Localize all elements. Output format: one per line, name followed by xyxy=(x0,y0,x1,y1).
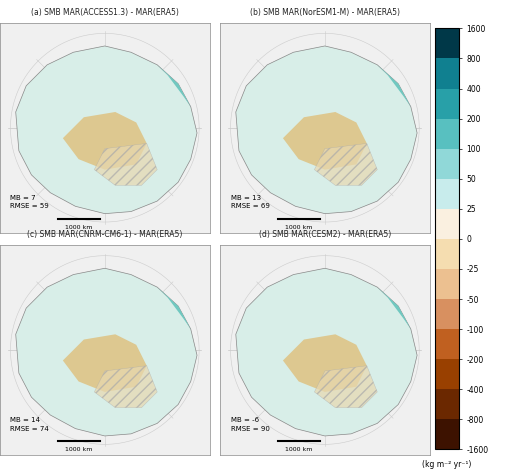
Polygon shape xyxy=(377,287,411,329)
Polygon shape xyxy=(157,65,191,107)
Polygon shape xyxy=(283,334,367,392)
Polygon shape xyxy=(377,65,411,107)
Text: MB = -6
RMSE = 90: MB = -6 RMSE = 90 xyxy=(231,417,269,432)
Text: MB = 7
RMSE = 59: MB = 7 RMSE = 59 xyxy=(10,195,49,210)
Text: 1000 km: 1000 km xyxy=(285,225,312,230)
Text: (a) SMB MAR(ACCESS1.3) - MAR(ERA5): (a) SMB MAR(ACCESS1.3) - MAR(ERA5) xyxy=(31,8,179,17)
Text: 1000 km: 1000 km xyxy=(65,225,92,230)
Polygon shape xyxy=(63,112,147,170)
Polygon shape xyxy=(314,366,377,408)
Polygon shape xyxy=(63,334,147,392)
Text: (b) SMB MAR(NorESM1-M) - MAR(ERA5): (b) SMB MAR(NorESM1-M) - MAR(ERA5) xyxy=(250,8,400,17)
Polygon shape xyxy=(94,143,157,185)
Text: MB = 13
RMSE = 69: MB = 13 RMSE = 69 xyxy=(231,195,269,210)
Text: MB = 14
RMSE = 74: MB = 14 RMSE = 74 xyxy=(10,417,49,432)
Text: 1000 km: 1000 km xyxy=(65,447,92,453)
Text: (kg m⁻² yr⁻¹): (kg m⁻² yr⁻¹) xyxy=(422,460,472,469)
Polygon shape xyxy=(236,46,417,214)
Polygon shape xyxy=(16,268,197,436)
Polygon shape xyxy=(283,112,367,170)
Polygon shape xyxy=(314,143,377,185)
Text: (d) SMB MAR(CESM2) - MAR(ERA5): (d) SMB MAR(CESM2) - MAR(ERA5) xyxy=(259,230,391,239)
Polygon shape xyxy=(236,268,417,436)
Text: (c) SMB MAR(CNRM-CM6-1) - MAR(ERA5): (c) SMB MAR(CNRM-CM6-1) - MAR(ERA5) xyxy=(27,230,182,239)
Polygon shape xyxy=(157,287,191,329)
Polygon shape xyxy=(16,46,197,214)
Text: 1000 km: 1000 km xyxy=(285,447,312,453)
Polygon shape xyxy=(94,366,157,408)
